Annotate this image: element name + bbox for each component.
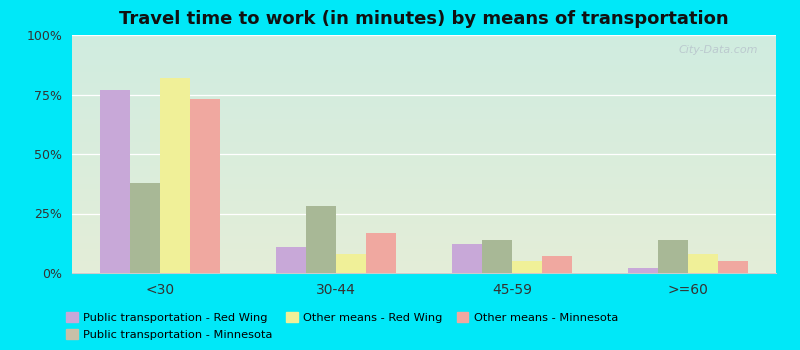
Bar [718,261,748,273]
Bar [542,256,572,273]
Bar [160,78,190,273]
Bar [130,183,160,273]
Bar [336,254,366,273]
Bar [512,261,542,273]
Bar [482,240,512,273]
Legend: Public transportation - Red Wing, Public transportation - Minnesota, Other means: Public transportation - Red Wing, Public… [62,308,622,344]
Bar [452,244,482,273]
Bar [628,268,658,273]
Bar [100,90,130,273]
Bar [658,240,688,273]
Bar [366,232,396,273]
Bar [688,254,718,273]
Bar [306,206,336,273]
Bar [276,247,306,273]
Bar [190,99,220,273]
Title: Travel time to work (in minutes) by means of transportation: Travel time to work (in minutes) by mean… [119,10,729,28]
Text: City-Data.com: City-Data.com [679,44,758,55]
